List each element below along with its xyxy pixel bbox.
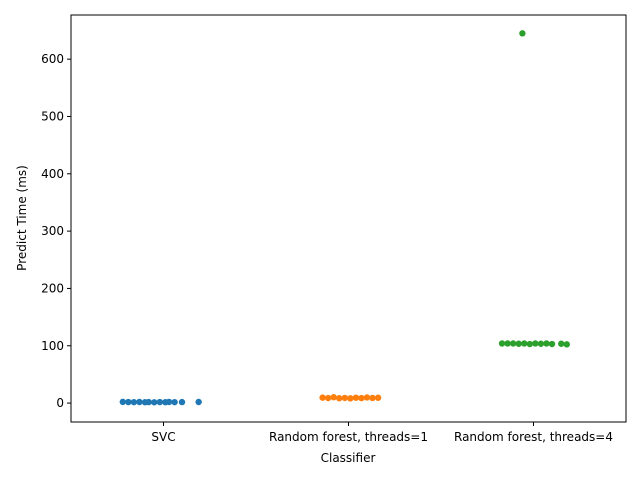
data-point xyxy=(519,30,526,37)
data-point xyxy=(341,394,348,402)
y-tick-label: 200 xyxy=(41,281,64,295)
points-layer xyxy=(119,30,570,406)
data-point xyxy=(369,394,376,402)
x-tick-label: SVC xyxy=(151,430,175,444)
data-point xyxy=(558,340,565,347)
x-tick-label: Random forest, threads=4 xyxy=(454,430,613,444)
y-axis: 0 100 200 300 400 500 600 xyxy=(41,52,71,410)
data-point xyxy=(171,398,178,406)
y-tick-label: 600 xyxy=(41,52,64,66)
data-point xyxy=(537,340,545,347)
data-point xyxy=(363,394,371,401)
x-axis: SVC Random forest, threads=1 Random forest… xyxy=(151,422,613,444)
y-tick-label: 300 xyxy=(41,224,64,238)
data-point xyxy=(526,340,533,348)
data-point xyxy=(165,398,173,406)
data-point xyxy=(374,394,382,401)
data-point xyxy=(563,341,570,348)
data-point xyxy=(319,394,326,401)
data-point xyxy=(145,398,152,406)
data-point xyxy=(358,394,365,402)
y-tick-label: 100 xyxy=(41,339,64,353)
data-point xyxy=(521,340,528,347)
data-point xyxy=(151,399,158,406)
data-point xyxy=(498,340,506,347)
data-point xyxy=(509,340,517,347)
y-tick-label: 500 xyxy=(41,109,64,123)
data-point xyxy=(156,398,163,406)
data-point xyxy=(136,398,143,406)
data-point xyxy=(347,395,354,402)
data-point xyxy=(543,340,550,347)
y-tick-label: 400 xyxy=(41,167,64,181)
y-axis-label: Predict Time (ms) xyxy=(15,165,29,271)
data-point xyxy=(330,394,337,401)
data-point xyxy=(336,395,343,402)
data-point xyxy=(352,394,360,401)
plot-frame xyxy=(70,14,627,423)
data-point xyxy=(195,398,202,406)
data-point xyxy=(130,398,138,406)
data-point xyxy=(504,340,511,347)
data-point xyxy=(548,340,556,348)
data-point xyxy=(119,398,127,406)
x-tick-label: Random forest, threads=1 xyxy=(269,430,428,444)
x-axis-label: Classifier xyxy=(321,451,376,465)
y-tick-label: 0 xyxy=(56,396,64,410)
data-point xyxy=(125,398,132,406)
data-point xyxy=(178,398,186,406)
data-point xyxy=(515,340,522,347)
data-point xyxy=(324,394,332,402)
data-point xyxy=(532,340,539,347)
